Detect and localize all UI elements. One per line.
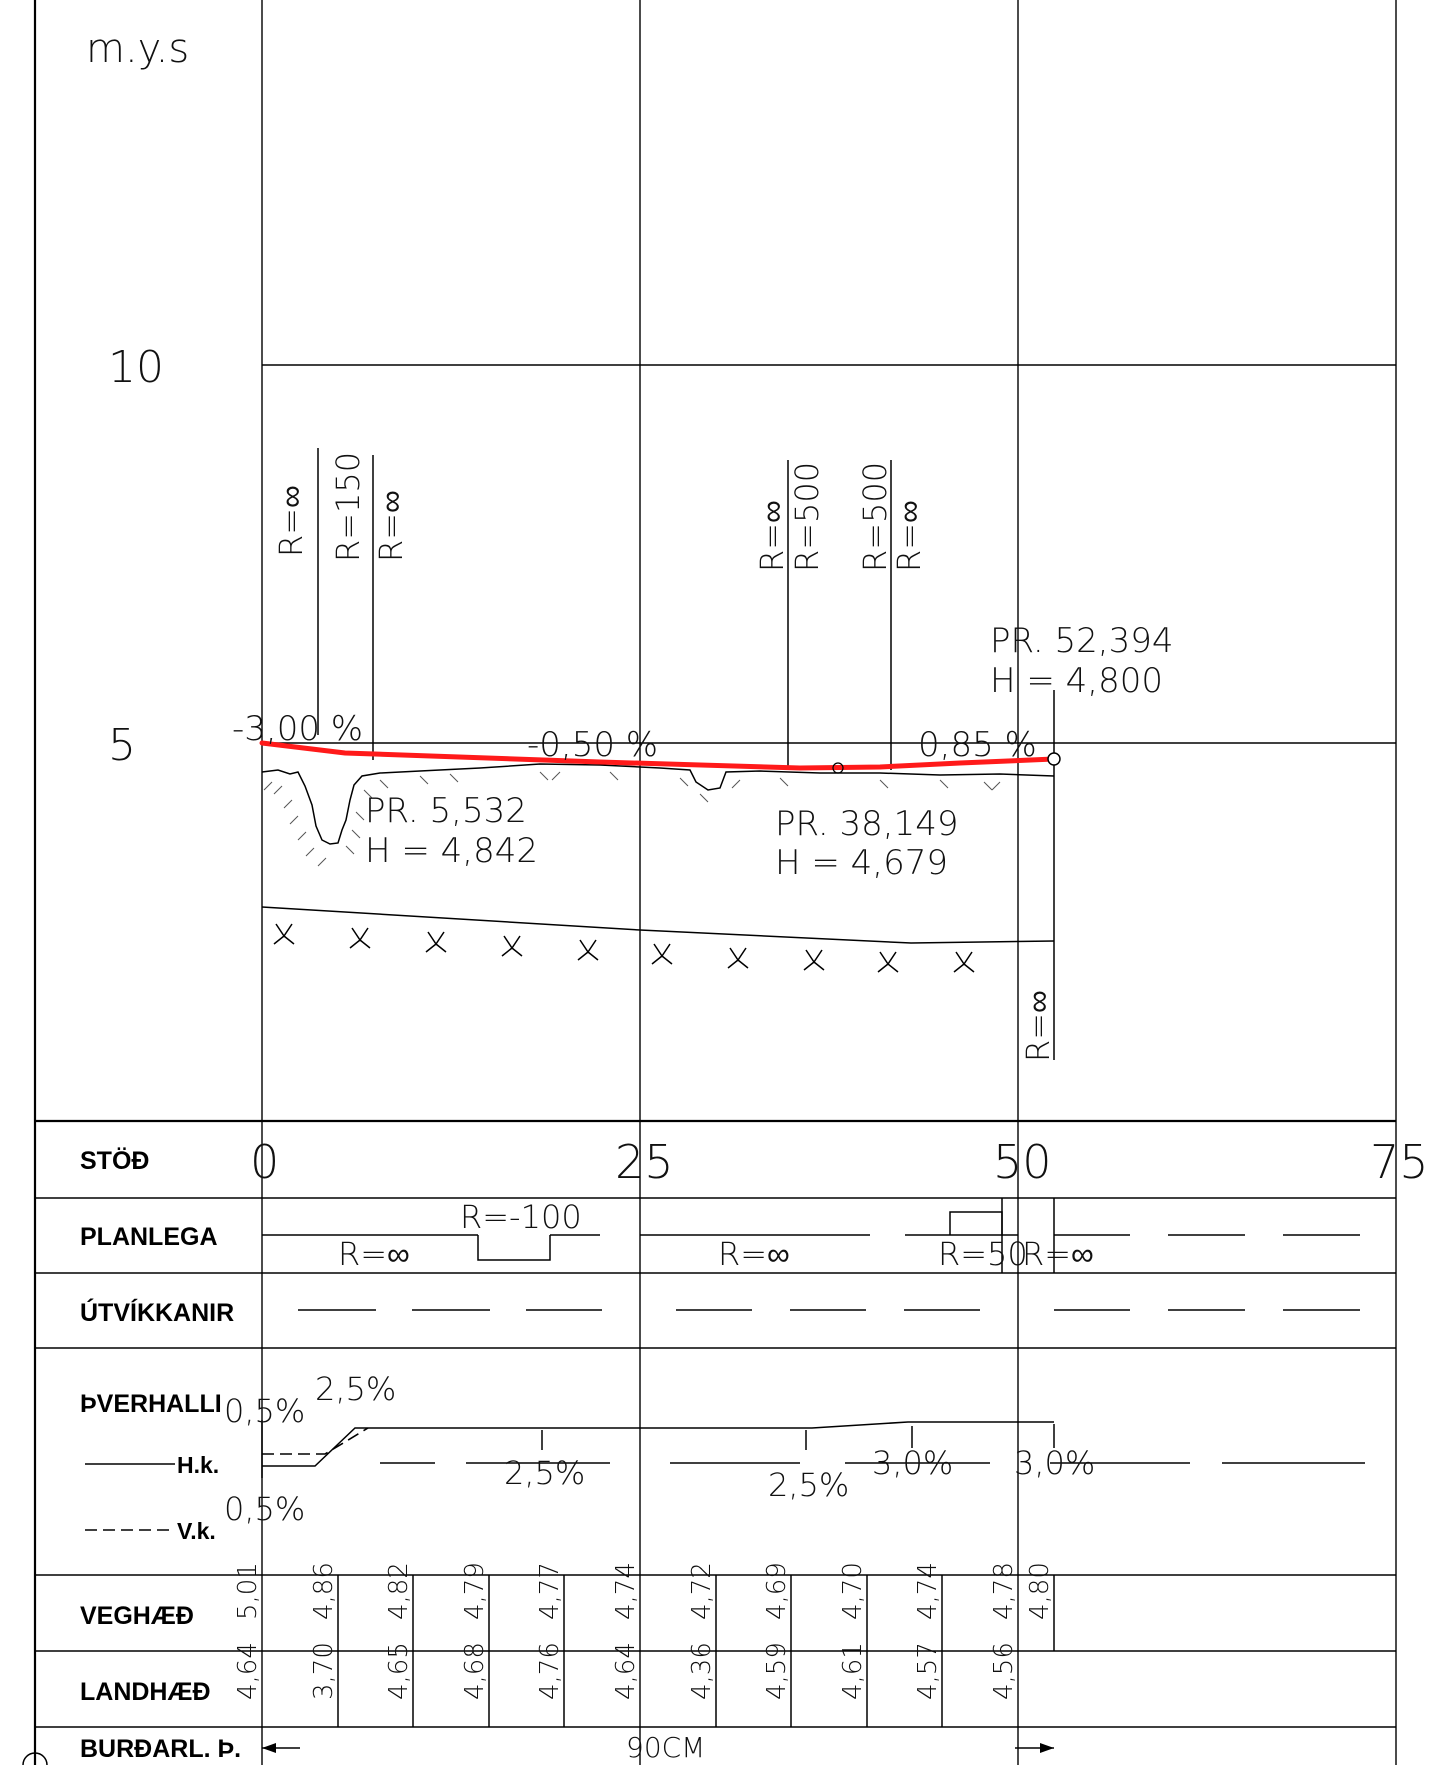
veghaed-value: 4,77 [535, 1562, 565, 1620]
veghaed-value: 4,80 [1025, 1562, 1055, 1620]
veghaed-value: 4,78 [989, 1562, 1019, 1620]
row-label-burdarl: BURÐARL. Þ. [80, 1735, 241, 1763]
verhalli-label-5: 3,0% [872, 1444, 953, 1482]
landhaed-value: 4,68 [460, 1642, 490, 1700]
landhaed-value: 4,36 [687, 1642, 717, 1700]
verhalli-label-2: 2,5% [315, 1370, 396, 1408]
corner-marker [22, 1752, 48, 1765]
veghaed-value: 4,74 [913, 1562, 943, 1620]
landhaed-value: 4,64 [611, 1642, 641, 1700]
radius-label-1: R=∞ [272, 485, 310, 557]
planlega-label-1: R=-100 [460, 1198, 582, 1236]
veghaed-value: 4,72 [687, 1562, 717, 1620]
row-label-planlega: PLANLEGA [80, 1223, 218, 1251]
veghaed-value: 4,79 [460, 1562, 490, 1620]
row-label-veghaed: VEGHÆÐ [80, 1602, 194, 1630]
station-label-0: 0 [250, 1135, 279, 1189]
radius-label-7: R=∞ [890, 500, 928, 572]
point-2-station: PR. 38,149 [775, 804, 959, 844]
planlega-label-5: R=∞ [1022, 1235, 1094, 1273]
landhaed-value: 4,65 [384, 1642, 414, 1700]
formation-symbols [273, 923, 975, 973]
elevation-label-5: 5 [108, 720, 136, 771]
landhaed-value: 4,56 [989, 1642, 1019, 1700]
row-label-vk: V.k. [177, 1518, 216, 1544]
grade-label-2: -0,50 % [527, 725, 658, 765]
radius-label-6: R=500 [856, 462, 894, 572]
landhaed-value: 4,76 [535, 1642, 565, 1700]
veghaed-value: 4,86 [309, 1562, 339, 1620]
veghaed-value: 4,69 [762, 1562, 792, 1620]
row-label-hk: H.k. [177, 1452, 219, 1478]
station-label-50: 50 [993, 1135, 1052, 1189]
veghaed-value: 4,70 [838, 1562, 868, 1620]
verhalli-label-3: 2,5% [504, 1454, 585, 1492]
formation-line [261, 906, 1055, 944]
planlega-label-2: R=∞ [338, 1235, 410, 1273]
veghaed-value: 5,01 [233, 1562, 263, 1620]
value-column-dividers [337, 1575, 1055, 1727]
point-1-station: PR. 5,532 [365, 791, 527, 831]
row-label-verhalli: ÞVERHALLI [80, 1390, 222, 1418]
landhaed-value: 4,61 [838, 1642, 868, 1700]
burdarl-dimension [262, 1743, 1054, 1753]
row-label-stod: STÖÐ [80, 1146, 149, 1175]
grade-label-3: 0,85 % [918, 725, 1037, 765]
terrain-line [261, 763, 1055, 845]
station-label-25: 25 [615, 1135, 674, 1189]
radius-label-2: R=150 [329, 452, 367, 562]
elevation-label-10: 10 [108, 342, 164, 393]
terrain-hatching [263, 771, 1001, 867]
verhalli-label-7: 0,5% [224, 1490, 305, 1528]
planlega-graphics [262, 1198, 1360, 1273]
landhaed-value: 4,57 [913, 1642, 943, 1700]
verhalli-label-4: 2,5% [768, 1466, 849, 1504]
row-label-landhaed: LANDHÆÐ [80, 1678, 211, 1706]
point-1-height: H = 4,842 [365, 831, 538, 871]
verhalli-label-1: 0,5% [224, 1392, 305, 1430]
design-grade-line [259, 740, 1057, 771]
planlega-label-4: R=50 [938, 1235, 1028, 1273]
unit-label: m.y.s [86, 26, 189, 72]
vertical-curve-markers [317, 448, 1055, 1060]
veghaed-value: 4,74 [611, 1562, 641, 1620]
burdarl-value: 90CM [626, 1731, 705, 1764]
landhaed-value: 4,59 [762, 1642, 792, 1700]
point-3-height: H = 4,800 [990, 661, 1163, 701]
landhaed-value: 4,64 [233, 1642, 263, 1700]
radius-label-5: R=500 [788, 462, 826, 572]
point-3-station: PR. 52,394 [990, 621, 1174, 661]
radius-label-bottom: R=∞ [1019, 990, 1057, 1062]
point-2-height: H = 4,679 [775, 843, 948, 883]
verhalli-label-6: 3,0% [1014, 1444, 1095, 1482]
row-label-utvikkanir: ÚTVÍKKANIR [80, 1297, 234, 1327]
radius-label-4: R=∞ [753, 500, 791, 572]
grade-label-1: -3,00 % [232, 709, 363, 749]
radius-label-3: R=∞ [372, 490, 410, 562]
verhalli-graphics [261, 1420, 1365, 1478]
planlega-label-3: R=∞ [718, 1235, 790, 1273]
station-label-75: 75 [1370, 1135, 1429, 1189]
low-point-marker [832, 762, 844, 774]
veghaed-value: 4,82 [384, 1562, 414, 1620]
end-point-marker [1047, 752, 1061, 766]
landhaed-value: 3,70 [309, 1642, 339, 1700]
